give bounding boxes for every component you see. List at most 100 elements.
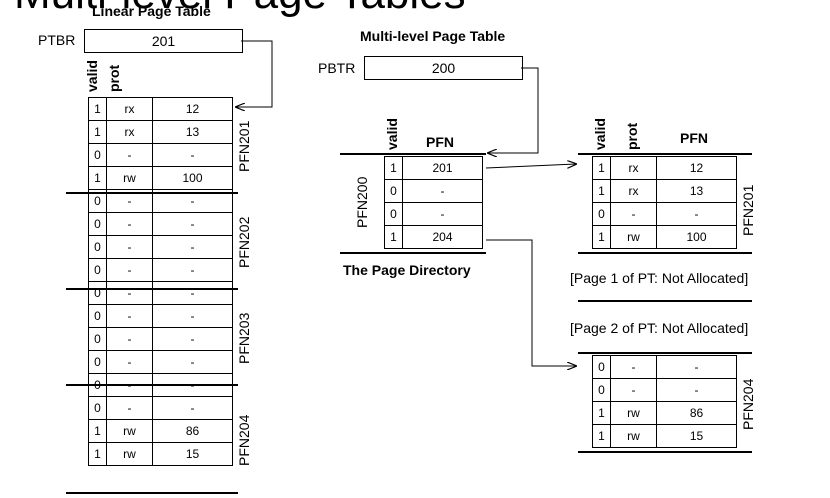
arrow-dir204-to-pt204	[486, 239, 576, 366]
pt201-col-pfn: PFN	[680, 130, 708, 146]
table-cell: -	[610, 378, 657, 402]
table-row: 1 rx 12	[88, 97, 233, 121]
linear-page-table: 1 rx 12 1 rx 13 0- -1 rw 100 0- -0- -0- -0- -0- -0- -0- -…	[88, 97, 233, 466]
table-cell: rw	[106, 442, 153, 466]
pt201-bottom-line	[578, 252, 752, 254]
table-cell: 13	[152, 120, 233, 144]
table-cell: 13	[656, 179, 737, 203]
table-cell: -	[610, 202, 657, 226]
table-cell: 1	[592, 424, 611, 448]
table-row: 0-	[384, 202, 483, 226]
dir-caption: The Page Directory	[343, 262, 471, 278]
table-row: 0--	[88, 235, 233, 259]
page-directory-table: 1 201 0-0-1 204	[384, 156, 483, 249]
table-cell: -	[106, 304, 153, 328]
table-row: 0--	[88, 258, 233, 282]
table-row: 0--	[88, 281, 233, 305]
table-cell: 0	[592, 378, 611, 402]
table-cell: 0	[88, 143, 107, 167]
pbtr-register: 200	[364, 56, 523, 80]
table-cell: rw	[106, 166, 153, 190]
table-cell: -	[656, 378, 737, 402]
table-cell: -	[106, 327, 153, 351]
dir-col-pfn: PFN	[426, 134, 454, 150]
table-cell: -	[152, 327, 233, 351]
ptbr-register: 201	[84, 29, 243, 53]
table-cell: rx	[106, 120, 153, 144]
linear-heading: Linear Page Table	[92, 3, 211, 19]
table-row: 0-	[384, 179, 483, 203]
table-cell: -	[610, 355, 657, 379]
table-row: 1 201	[384, 156, 483, 180]
table-row: 1 rw 15	[592, 424, 737, 448]
table-cell: 1	[88, 419, 107, 443]
table-cell: 1	[384, 225, 403, 249]
table-cell: 0	[88, 396, 107, 420]
dir-bottom-line	[340, 252, 486, 254]
table-cell: 86	[152, 419, 233, 443]
table-cell: rw	[610, 401, 657, 425]
table-cell: -	[152, 281, 233, 305]
table-cell: 1	[592, 225, 611, 249]
table-cell: -	[402, 179, 483, 203]
table-cell: 0	[592, 202, 611, 226]
table-row: 1 rw 86	[88, 419, 233, 443]
pt201-top-line	[578, 153, 752, 155]
note-page1-not-allocated: [Page 1 of PT: Not Allocated]	[570, 270, 749, 286]
table-cell: -	[402, 202, 483, 226]
table-row: 1 rw 15	[88, 442, 233, 466]
table-cell: -	[106, 143, 153, 167]
table-cell: rw	[610, 225, 657, 249]
table-cell: -	[152, 235, 233, 259]
ptbr-label: PTBR	[38, 32, 76, 48]
table-cell: -	[656, 355, 737, 379]
arrow-pbtr-to-pfn200	[488, 67, 539, 153]
table-cell: 1	[88, 120, 107, 144]
table-cell: -	[106, 235, 153, 259]
table-cell: 1	[592, 179, 611, 203]
note-separator	[578, 300, 752, 302]
pt204-top-line	[578, 352, 752, 354]
table-cell: rx	[106, 97, 153, 121]
linear-separator	[66, 288, 238, 290]
linear-separator	[66, 192, 238, 194]
table-cell: 201	[402, 156, 483, 180]
dir-top-line	[340, 153, 486, 155]
table-cell: 1	[592, 156, 611, 180]
table-row: 1 rx 13	[88, 120, 233, 144]
arrow-dir201-to-pt201	[485, 164, 576, 169]
table-row: 1 rw 100	[592, 225, 737, 249]
table-row: 0--	[88, 143, 233, 167]
table-cell: -	[152, 258, 233, 282]
table-cell: -	[656, 202, 737, 226]
slide-title: Multi-level Page Tables	[14, 0, 466, 18]
pbtr-label: PBTR	[318, 60, 356, 76]
multi-heading: Multi-level Page Table	[360, 28, 506, 44]
table-cell: -	[152, 212, 233, 236]
arrow-ptbr-to-pfn201	[236, 40, 273, 107]
pt204-table: 0- -0- -1 rw 86 1 rw 15	[592, 355, 737, 448]
table-cell: 12	[152, 97, 233, 121]
table-cell: 1	[88, 442, 107, 466]
table-row: 1 rx 13	[592, 179, 737, 203]
table-cell: 0	[88, 189, 107, 213]
table-cell: 0	[88, 212, 107, 236]
table-cell: 100	[656, 225, 737, 249]
table-cell: 0	[88, 235, 107, 259]
table-cell: rw	[106, 419, 153, 443]
table-cell: rx	[610, 156, 657, 180]
table-cell: -	[152, 143, 233, 167]
table-cell: 204	[402, 225, 483, 249]
table-cell: 15	[152, 442, 233, 466]
linear-separator	[66, 492, 238, 494]
table-row: 0--	[592, 202, 737, 226]
table-row: 0--	[88, 327, 233, 351]
pt201-table: 1 rx 12 1 rx 13 0- -1 rw 100	[592, 156, 737, 249]
pt204-bottom-line	[578, 451, 752, 453]
table-cell: 15	[656, 424, 737, 448]
table-row: 0--	[592, 355, 737, 379]
table-row: 1 rw 100	[88, 166, 233, 190]
table-row: 1 rx 12	[592, 156, 737, 180]
note-page2-not-allocated: [Page 2 of PT: Not Allocated]	[570, 320, 749, 336]
